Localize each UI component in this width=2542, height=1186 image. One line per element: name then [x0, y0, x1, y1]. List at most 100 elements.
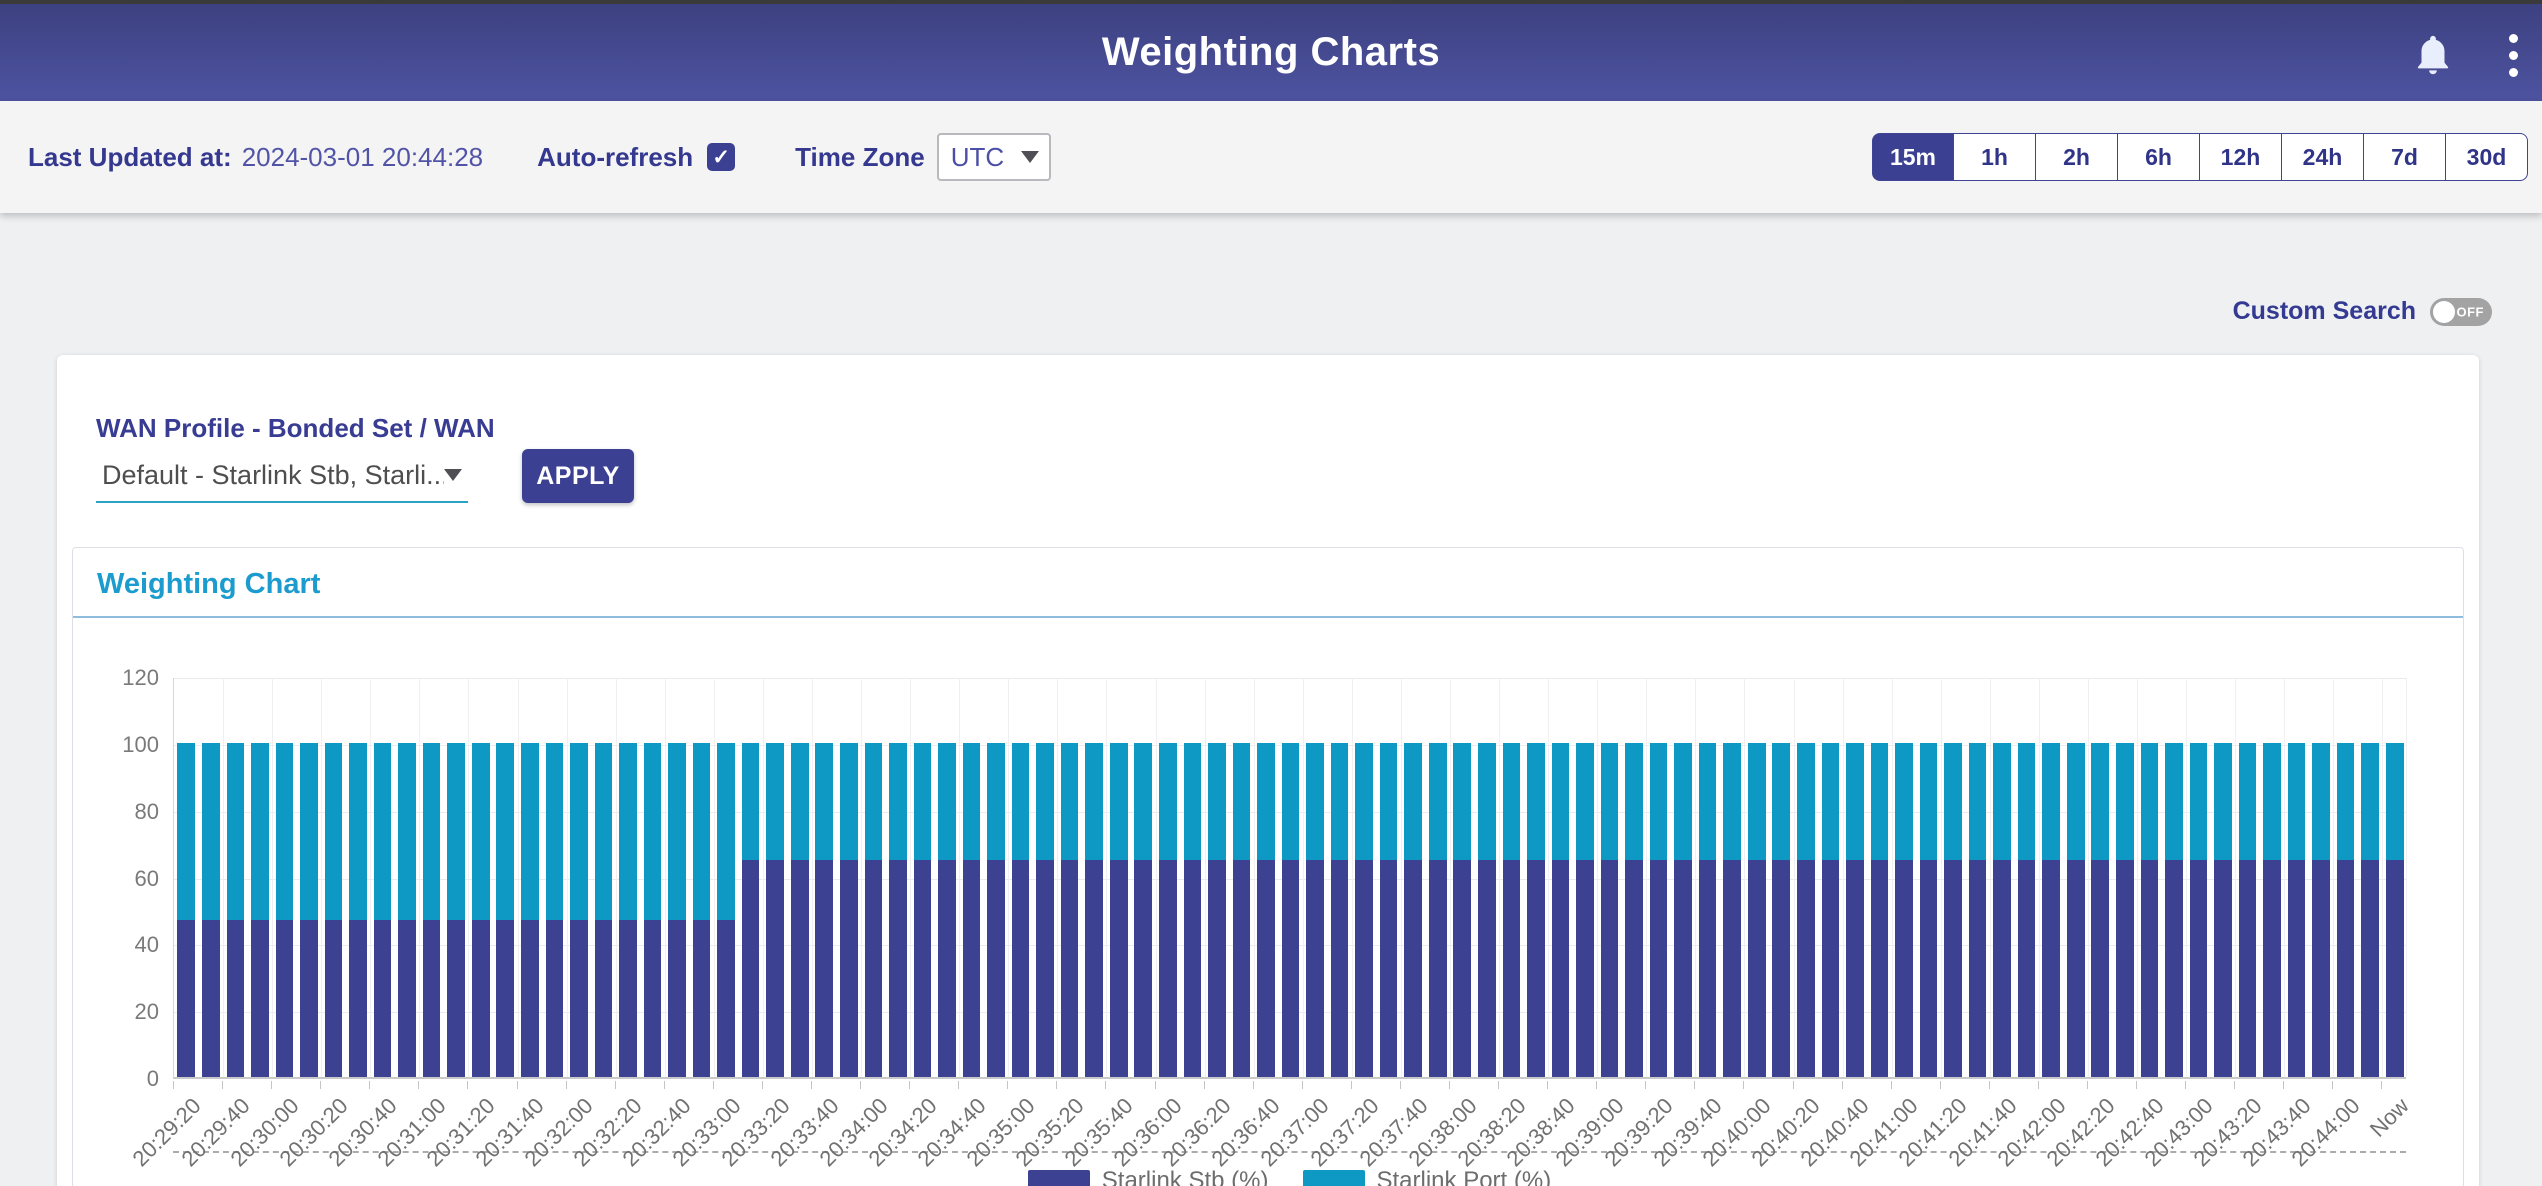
- time-zone-select[interactable]: UTC: [936, 133, 1051, 181]
- auto-refresh-checkbox[interactable]: [707, 143, 736, 171]
- bar-20:29:50[interactable]: [251, 742, 269, 1077]
- bar-20:37:30[interactable]: [1379, 742, 1398, 1077]
- bar-20:43:30[interactable]: [2263, 742, 2281, 1077]
- bar-20:37:20[interactable]: [1355, 742, 1373, 1077]
- bar-20:30:10[interactable]: [300, 742, 318, 1077]
- bar-20:40:10[interactable]: [1772, 742, 1791, 1077]
- bar-20:29:20[interactable]: [177, 742, 196, 1077]
- bar-20:39:50[interactable]: [1723, 742, 1741, 1077]
- bar-20:39:40[interactable]: [1698, 742, 1717, 1077]
- bar-20:36:30[interactable]: [1232, 742, 1251, 1077]
- bar-20:38:00[interactable]: [1453, 742, 1472, 1077]
- bar-Now[interactable]: [2385, 742, 2404, 1077]
- bar-20:42:00[interactable]: [2042, 742, 2060, 1077]
- bar-20:39:10[interactable]: [1625, 742, 1643, 1077]
- bar-20:41:30[interactable]: [1968, 742, 1987, 1077]
- bar-20:39:00[interactable]: [1600, 742, 1619, 1077]
- bar-20:30:30[interactable]: [349, 742, 367, 1077]
- bar-20:31:20[interactable]: [471, 742, 490, 1077]
- bar-20:36:50[interactable]: [1281, 742, 1300, 1077]
- bar-20:32:20[interactable]: [619, 742, 637, 1077]
- range-button-24h[interactable]: 24h: [2282, 133, 2364, 181]
- bar-20:41:00[interactable]: [1895, 742, 1913, 1077]
- range-button-2h[interactable]: 2h: [2036, 133, 2118, 181]
- bar-20:40:50[interactable]: [1870, 742, 1889, 1077]
- bar-20:32:30[interactable]: [643, 742, 662, 1077]
- bar-20:31:00[interactable]: [422, 742, 441, 1077]
- bar-20:32:10[interactable]: [594, 742, 613, 1077]
- bar-20:36:00[interactable]: [1158, 742, 1177, 1077]
- bar-20:42:40[interactable]: [2140, 742, 2159, 1077]
- notifications-bell-icon[interactable]: [2410, 30, 2456, 80]
- bar-20:34:00[interactable]: [864, 742, 883, 1077]
- bar-20:42:30[interactable]: [2115, 742, 2134, 1077]
- bar-20:33:20[interactable]: [766, 742, 784, 1077]
- bar-20:37:40[interactable]: [1404, 742, 1422, 1077]
- bar-20:42:50[interactable]: [2165, 742, 2183, 1077]
- bar-20:41:50[interactable]: [2017, 742, 2036, 1077]
- bar-20:31:50[interactable]: [545, 742, 564, 1077]
- bar-20:35:20[interactable]: [1060, 742, 1079, 1077]
- bar-20:31:10[interactable]: [447, 742, 465, 1077]
- bar-20:34:40[interactable]: [962, 742, 981, 1077]
- bar-20:29:40[interactable]: [226, 742, 245, 1077]
- bar-20:32:00[interactable]: [570, 742, 588, 1077]
- bar-20:35:00[interactable]: [1011, 742, 1030, 1077]
- bar-20:34:20[interactable]: [913, 742, 932, 1077]
- bar-20:39:20[interactable]: [1649, 742, 1668, 1077]
- bar-20:32:40[interactable]: [668, 742, 686, 1077]
- bar-20:29:30[interactable]: [201, 742, 220, 1077]
- bar-20:39:30[interactable]: [1674, 742, 1692, 1077]
- legend-item[interactable]: Starlink Stb (%): [1027, 1167, 1269, 1186]
- bar-20:33:10[interactable]: [741, 742, 760, 1077]
- range-button-6h[interactable]: 6h: [2118, 133, 2200, 181]
- bar-20:34:50[interactable]: [987, 742, 1005, 1077]
- bar-20:36:40[interactable]: [1257, 742, 1275, 1077]
- bar-20:41:10[interactable]: [1919, 742, 1938, 1077]
- bar-20:36:10[interactable]: [1183, 742, 1202, 1077]
- bar-20:35:10[interactable]: [1036, 742, 1054, 1077]
- bar-20:40:00[interactable]: [1747, 742, 1766, 1077]
- bar-20:30:50[interactable]: [398, 742, 416, 1077]
- legend-item[interactable]: Starlink Port (%): [1302, 1167, 1551, 1186]
- range-button-15m[interactable]: 15m: [1872, 133, 1954, 181]
- bar-20:31:40[interactable]: [520, 742, 539, 1077]
- bar-20:38:40[interactable]: [1551, 742, 1570, 1077]
- more-options-icon[interactable]: [2500, 32, 2526, 78]
- bar-20:34:30[interactable]: [938, 742, 956, 1077]
- bar-20:42:10[interactable]: [2066, 742, 2085, 1077]
- bar-20:40:20[interactable]: [1796, 742, 1815, 1077]
- range-button-1h[interactable]: 1h: [1954, 133, 2036, 181]
- bar-20:40:40[interactable]: [1846, 742, 1864, 1077]
- bar-20:38:20[interactable]: [1502, 742, 1521, 1077]
- bar-20:30:40[interactable]: [373, 742, 392, 1077]
- bar-20:43:20[interactable]: [2238, 742, 2257, 1077]
- range-button-12h[interactable]: 12h: [2200, 133, 2282, 181]
- bar-20:36:20[interactable]: [1208, 742, 1226, 1077]
- wan-profile-select[interactable]: Default - Starlink Stb, Starli...: [96, 453, 468, 503]
- bar-20:43:10[interactable]: [2214, 742, 2232, 1077]
- bar-20:38:10[interactable]: [1477, 742, 1496, 1077]
- bar-20:38:30[interactable]: [1527, 742, 1545, 1077]
- bar-20:30:00[interactable]: [275, 742, 294, 1077]
- bar-20:40:30[interactable]: [1821, 742, 1840, 1077]
- bar-20:35:50[interactable]: [1134, 742, 1153, 1077]
- bar-20:42:20[interactable]: [2091, 742, 2110, 1077]
- bar-20:44:00[interactable]: [2336, 742, 2355, 1077]
- bar-20:30:20[interactable]: [324, 742, 343, 1077]
- bar-20:43:40[interactable]: [2287, 742, 2306, 1077]
- range-button-7d[interactable]: 7d: [2364, 133, 2446, 181]
- bar-20:38:50[interactable]: [1576, 742, 1594, 1077]
- bar-20:34:10[interactable]: [889, 742, 907, 1077]
- bar-20:41:20[interactable]: [1944, 742, 1962, 1077]
- bar-20:44:10[interactable]: [2361, 742, 2379, 1077]
- bar-20:43:50[interactable]: [2312, 742, 2330, 1077]
- bar-20:33:50[interactable]: [839, 742, 858, 1077]
- custom-search-toggle[interactable]: OFF: [2430, 297, 2492, 326]
- bar-20:37:50[interactable]: [1428, 742, 1447, 1077]
- bar-20:35:40[interactable]: [1109, 742, 1128, 1077]
- bar-20:37:10[interactable]: [1330, 742, 1349, 1077]
- range-button-30d[interactable]: 30d: [2446, 133, 2528, 181]
- bar-20:43:00[interactable]: [2189, 742, 2208, 1077]
- bar-20:41:40[interactable]: [1993, 742, 2011, 1077]
